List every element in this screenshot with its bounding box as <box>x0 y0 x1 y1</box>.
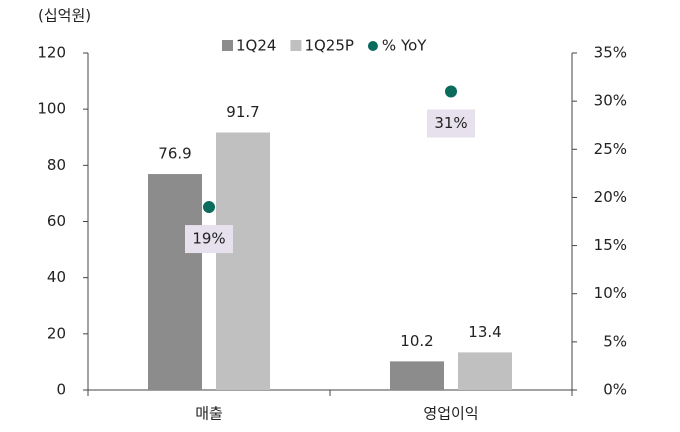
y-tick-label: 20 <box>47 324 66 342</box>
y-tick-label: 60 <box>47 212 66 230</box>
bar <box>390 361 444 390</box>
x-tick-label: 영업이익 <box>423 405 478 423</box>
y2-tick-label: 15% <box>594 236 627 254</box>
yoy-label-box <box>185 225 233 254</box>
y2-tick-label: 30% <box>594 92 627 110</box>
bar-value-label: 76.9 <box>158 145 191 163</box>
y-tick-label: 80 <box>47 156 66 174</box>
bar-value-label: 10.2 <box>400 332 433 350</box>
bar <box>216 132 270 390</box>
y-tick-label: 120 <box>37 44 66 62</box>
yoy-point <box>203 201 215 214</box>
legend-swatch <box>290 40 302 51</box>
y-tick-label: 100 <box>37 100 66 118</box>
y-tick-label: 40 <box>47 268 66 286</box>
legend-label: % YoY <box>382 37 427 55</box>
unit-label: (십억원) <box>38 7 91 25</box>
y2-tick-label: 35% <box>594 44 627 62</box>
yoy-label: 31% <box>434 114 467 132</box>
bar-value-label: 13.4 <box>468 323 501 341</box>
y2-tick-label: 5% <box>603 332 627 350</box>
bar <box>148 174 202 390</box>
y2-tick-label: 20% <box>594 188 627 206</box>
bar-value-label: 91.7 <box>226 103 259 121</box>
bar <box>458 352 512 390</box>
y2-tick-label: 0% <box>603 381 627 399</box>
y2-tick-label: 25% <box>594 140 627 158</box>
x-tick-label: 매출 <box>195 405 223 423</box>
legend-swatch <box>367 41 378 51</box>
yoy-label: 19% <box>192 230 225 248</box>
legend-label: 1Q24 <box>236 37 276 55</box>
yoy-label-box <box>427 109 475 138</box>
yoy-point <box>445 85 457 98</box>
legend-label: 1Q25P <box>304 37 353 55</box>
y2-tick-label: 10% <box>594 284 627 302</box>
y-tick-label: 0 <box>56 381 66 399</box>
legend-swatch <box>222 40 233 51</box>
